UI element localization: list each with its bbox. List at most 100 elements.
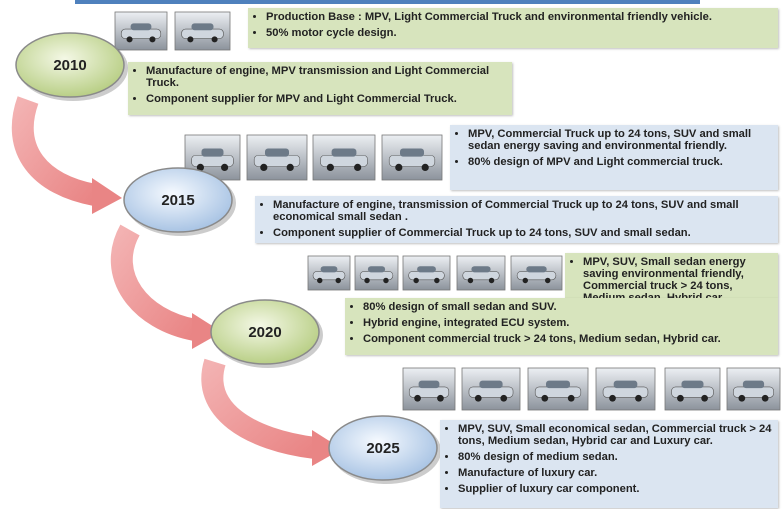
vehicle-body: [313, 271, 345, 280]
wheel: [762, 395, 769, 402]
text-box: Production Base : MPV, Light Commercial …: [248, 8, 778, 48]
vehicle-body: [360, 271, 393, 280]
vehicle-image: [511, 256, 562, 290]
vehicle-image: [462, 368, 520, 410]
bullet-item: Manufacture of engine, MPV transmission …: [146, 65, 506, 89]
vehicle-image: [175, 12, 230, 50]
vehicle-cabin: [419, 381, 440, 389]
vehicle-image: [403, 368, 455, 410]
wheel: [327, 164, 334, 171]
wheel: [212, 36, 218, 42]
vehicle-body: [182, 29, 224, 38]
diagram: 2010201520202025 Production Base : MPV, …: [0, 0, 782, 509]
vehicle-body: [192, 155, 234, 166]
vehicle-body: [409, 387, 449, 398]
bullet-item: Supplier of luxury car component.: [458, 483, 772, 495]
wheel: [437, 395, 444, 402]
bullet-item: Component supplier of Commercial Truck u…: [273, 227, 772, 239]
year-label: 2020: [248, 324, 281, 341]
year-label: 2015: [161, 192, 194, 209]
vehicle-cabin: [202, 149, 224, 157]
vehicle-image: [528, 368, 588, 410]
vehicle-cabin: [479, 381, 502, 389]
wheel: [677, 395, 684, 402]
wheel: [468, 278, 473, 283]
vehicle-image: [457, 256, 505, 290]
bullet-item: 80% design of medium sedan.: [458, 451, 772, 463]
wheel: [635, 395, 642, 402]
vehicle-cabin: [192, 23, 214, 30]
bullet-item: Hybrid engine, integrated ECU system.: [363, 317, 772, 329]
text-box: Manufacture of engine, transmission of C…: [255, 196, 778, 243]
vehicle-cabin: [471, 266, 490, 272]
vehicle-image: [355, 256, 398, 290]
vehicle-cabin: [614, 381, 638, 389]
vehicle-cabin: [332, 149, 357, 157]
wheel: [383, 278, 388, 283]
vehicle-cabin: [682, 381, 704, 389]
vehicle-body: [733, 387, 773, 398]
vehicle-cabin: [417, 266, 436, 272]
bullet-item: 50% motor cycle design.: [266, 27, 772, 39]
bullet-list: MPV, SUV, Small sedan energy saving envi…: [571, 256, 772, 298]
wheel: [489, 278, 494, 283]
vehicle-body: [121, 29, 161, 38]
bullet-list: Manufacture of engine, transmission of C…: [261, 199, 772, 239]
vehicle-cabin: [368, 266, 385, 272]
vehicle-image: [115, 12, 167, 50]
wheel: [701, 395, 708, 402]
bullet-list: MPV, SUV, Small economical sedan, Commer…: [446, 423, 772, 495]
bullet-item: 80% design of small sedan and SUV.: [363, 301, 772, 313]
text-box: Manufacture of engine, MPV transmission …: [128, 62, 512, 115]
vehicle-body: [463, 271, 499, 280]
vehicle-cabin: [526, 266, 546, 272]
vehicle-cabin: [321, 266, 338, 272]
text-box: MPV, SUV, Small sedan energy saving envi…: [565, 253, 778, 298]
vehicle-body: [672, 387, 714, 398]
wheel: [287, 164, 294, 171]
wheel: [523, 278, 528, 283]
wheel: [434, 278, 439, 283]
year-label: 2025: [366, 440, 399, 457]
wheel: [317, 278, 322, 283]
wheel: [127, 36, 133, 42]
vehicle-body: [409, 271, 445, 280]
text-box: 80% design of small sedan and SUV. Hybrid…: [345, 298, 778, 355]
vehicle-image: [665, 368, 720, 410]
vehicle-cabin: [400, 149, 424, 157]
bullet-list: 80% design of small sedan and SUV. Hybrid…: [351, 301, 772, 345]
vehicle-body: [535, 387, 581, 398]
wheel: [336, 278, 341, 283]
wheel: [568, 395, 575, 402]
bullet-item: Production Base : MPV, Light Commercial …: [266, 11, 772, 23]
text-box: MPV, Commercial Truck up to 24 tons, SUV…: [450, 125, 778, 190]
wheel: [395, 164, 402, 171]
wheel: [609, 395, 616, 402]
text-box: MPV, SUV, Small economical sedan, Commer…: [440, 420, 778, 508]
bullet-item: MPV, Commercial Truck up to 24 tons, SUV…: [468, 128, 772, 152]
vehicle-body: [469, 387, 513, 398]
vehicle-image: [247, 135, 307, 180]
wheel: [475, 395, 482, 402]
vehicle-image: [403, 256, 450, 290]
bullet-list: Production Base : MPV, Light Commercial …: [254, 11, 772, 39]
bullet-item: Component supplier for MPV and Light Com…: [146, 93, 506, 105]
vehicle-cabin: [265, 149, 289, 157]
vehicle-cabin: [743, 381, 764, 389]
top-bar: [75, 0, 700, 4]
vehicle-body: [389, 155, 435, 166]
bullet-item: MPV, SUV, Small economical sedan, Commer…: [458, 423, 772, 447]
vehicle-body: [320, 155, 367, 166]
wheel: [545, 278, 550, 283]
vehicle-cabin: [546, 381, 570, 389]
vehicle-cabin: [131, 23, 152, 30]
bullet-item: Manufacture of engine, transmission of C…: [273, 199, 772, 223]
wheel: [149, 36, 155, 42]
vehicle-body: [254, 155, 300, 166]
wheel: [221, 164, 228, 171]
vehicle-body: [517, 271, 556, 280]
wheel: [354, 164, 361, 171]
bullet-item: Manufacture of luxury car.: [458, 467, 772, 479]
vehicle-image: [313, 135, 375, 180]
wheel: [422, 164, 429, 171]
